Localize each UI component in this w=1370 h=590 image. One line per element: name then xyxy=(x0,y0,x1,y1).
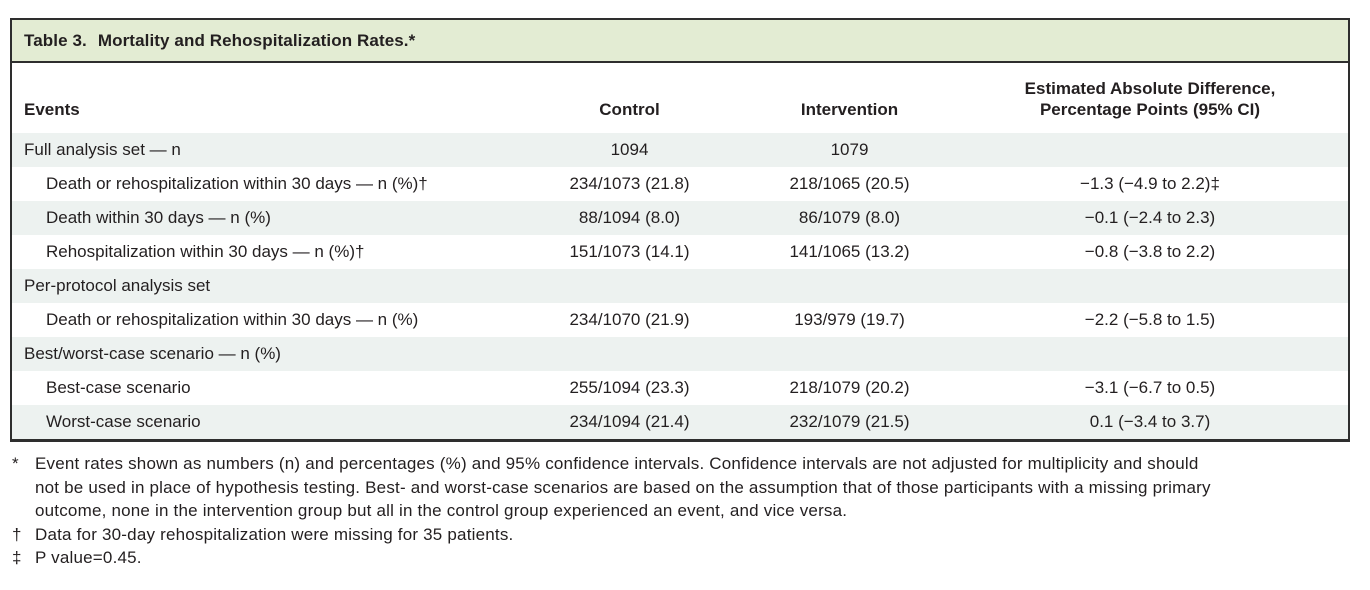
row-full-analysis-set: Full analysis set — n 1094 1079 xyxy=(12,133,1348,167)
table-title: Mortality and Rehospitalization Rates.* xyxy=(97,31,416,50)
difference-cell: 0.1 (−3.4 to 3.7) xyxy=(1089,412,1211,431)
events-cell: Worst-case scenario xyxy=(46,412,201,431)
row-death-30d: Death within 30 days — n (%) 88/1094 (8.… xyxy=(12,201,1348,235)
footnote-dagger: † Data for 30-day rehospitalization were… xyxy=(10,523,1225,547)
control-cell: 1094 xyxy=(610,140,649,159)
intervention-cell: 218/1065 (20.5) xyxy=(789,174,910,193)
footnote-marker: † xyxy=(12,524,22,544)
row-death-or-rehosp-30d: Death or rehospitalization within 30 day… xyxy=(12,167,1348,201)
difference-column-header: Estimated Absolute Difference, Percentag… xyxy=(952,63,1348,133)
events-cell: Best/worst-case scenario — n (%) xyxy=(24,344,281,363)
difference-cell xyxy=(952,269,1348,303)
events-cell: Death or rehospitalization within 30 day… xyxy=(46,310,419,329)
difference-cell: −1.3 (−4.9 to 2.2)‡ xyxy=(1080,174,1220,193)
footnote-text: P value=0.45. xyxy=(35,548,142,567)
footnote-text: Data for 30-day rehospitalization were m… xyxy=(35,524,514,544)
row-death-or-rehosp-30d-per-protocol: Death or rehospitalization within 30 day… xyxy=(12,303,1348,337)
difference-header-line1: Estimated Absolute Difference, xyxy=(1024,79,1276,98)
footnote-text: Event rates shown as numbers (n) and per… xyxy=(35,454,1211,520)
control-cell: 234/1073 (21.8) xyxy=(569,174,690,193)
difference-cell: −0.1 (−2.4 to 2.3) xyxy=(1084,208,1216,227)
difference-cell: −2.2 (−5.8 to 1.5) xyxy=(1084,310,1216,329)
difference-cell: −3.1 (−6.7 to 0.5) xyxy=(1084,378,1216,397)
footnote-marker: ‡ xyxy=(12,548,22,567)
events-cell: Best-case scenario xyxy=(46,378,191,397)
row-per-protocol-set: Per-protocol analysis set xyxy=(12,269,1348,303)
control-cell xyxy=(512,337,747,371)
difference-header-line2: Percentage Points (95% CI) xyxy=(1039,100,1261,119)
control-cell: 234/1070 (21.9) xyxy=(569,310,690,329)
row-worst-case: Worst-case scenario 234/1094 (21.4) 232/… xyxy=(12,405,1348,439)
events-cell: Per-protocol analysis set xyxy=(24,276,211,295)
mortality-rehospitalization-table: Table 3. Mortality and Rehospitalization … xyxy=(10,18,1350,442)
intervention-cell: 193/979 (19.7) xyxy=(794,310,905,329)
intervention-cell: 141/1065 (13.2) xyxy=(789,242,910,261)
row-rehosp-30d: Rehospitalization within 30 days — n (%)… xyxy=(12,235,1348,269)
intervention-cell: 86/1079 (8.0) xyxy=(798,208,901,227)
footnote-asterisk: * Event rates shown as numbers (n) and p… xyxy=(10,452,1225,523)
intervention-cell xyxy=(747,337,952,371)
footnote-marker: * xyxy=(12,454,19,473)
footnote-double-dagger: ‡ P value=0.45. xyxy=(10,546,1225,570)
control-column-header: Control xyxy=(512,63,747,133)
data-table: Events Control Intervention Estimated Ab… xyxy=(12,63,1348,439)
difference-cell xyxy=(952,337,1348,371)
row-best-case: Best-case scenario 255/1094 (23.3) 218/1… xyxy=(12,371,1348,405)
table-title-bar: Table 3. Mortality and Rehospitalization … xyxy=(12,20,1348,63)
intervention-cell: 218/1079 (20.2) xyxy=(789,378,910,397)
intervention-cell: 1079 xyxy=(830,140,869,159)
control-cell: 151/1073 (14.1) xyxy=(569,242,690,261)
row-best-worst-scenario: Best/worst-case scenario — n (%) xyxy=(12,337,1348,371)
footnotes: * Event rates shown as numbers (n) and p… xyxy=(10,452,1225,570)
control-cell: 88/1094 (8.0) xyxy=(578,208,681,227)
intervention-cell: 232/1079 (21.5) xyxy=(789,412,910,431)
difference-cell xyxy=(952,133,1348,167)
difference-cell: −0.8 (−3.8 to 2.2) xyxy=(1084,242,1216,261)
control-cell: 234/1094 (21.4) xyxy=(569,412,690,431)
control-cell xyxy=(512,269,747,303)
intervention-cell xyxy=(747,269,952,303)
events-column-header: Events xyxy=(12,63,512,133)
events-cell: Rehospitalization within 30 days — n (%)… xyxy=(46,242,365,261)
events-cell: Full analysis set — n xyxy=(24,140,181,159)
control-cell: 255/1094 (23.3) xyxy=(569,378,690,397)
events-cell: Death within 30 days — n (%) xyxy=(46,208,271,227)
table-number: Table 3. xyxy=(24,31,87,50)
header-row: Events Control Intervention Estimated Ab… xyxy=(12,63,1348,133)
events-cell: Death or rehospitalization within 30 day… xyxy=(46,174,428,193)
intervention-column-header: Intervention xyxy=(747,63,952,133)
